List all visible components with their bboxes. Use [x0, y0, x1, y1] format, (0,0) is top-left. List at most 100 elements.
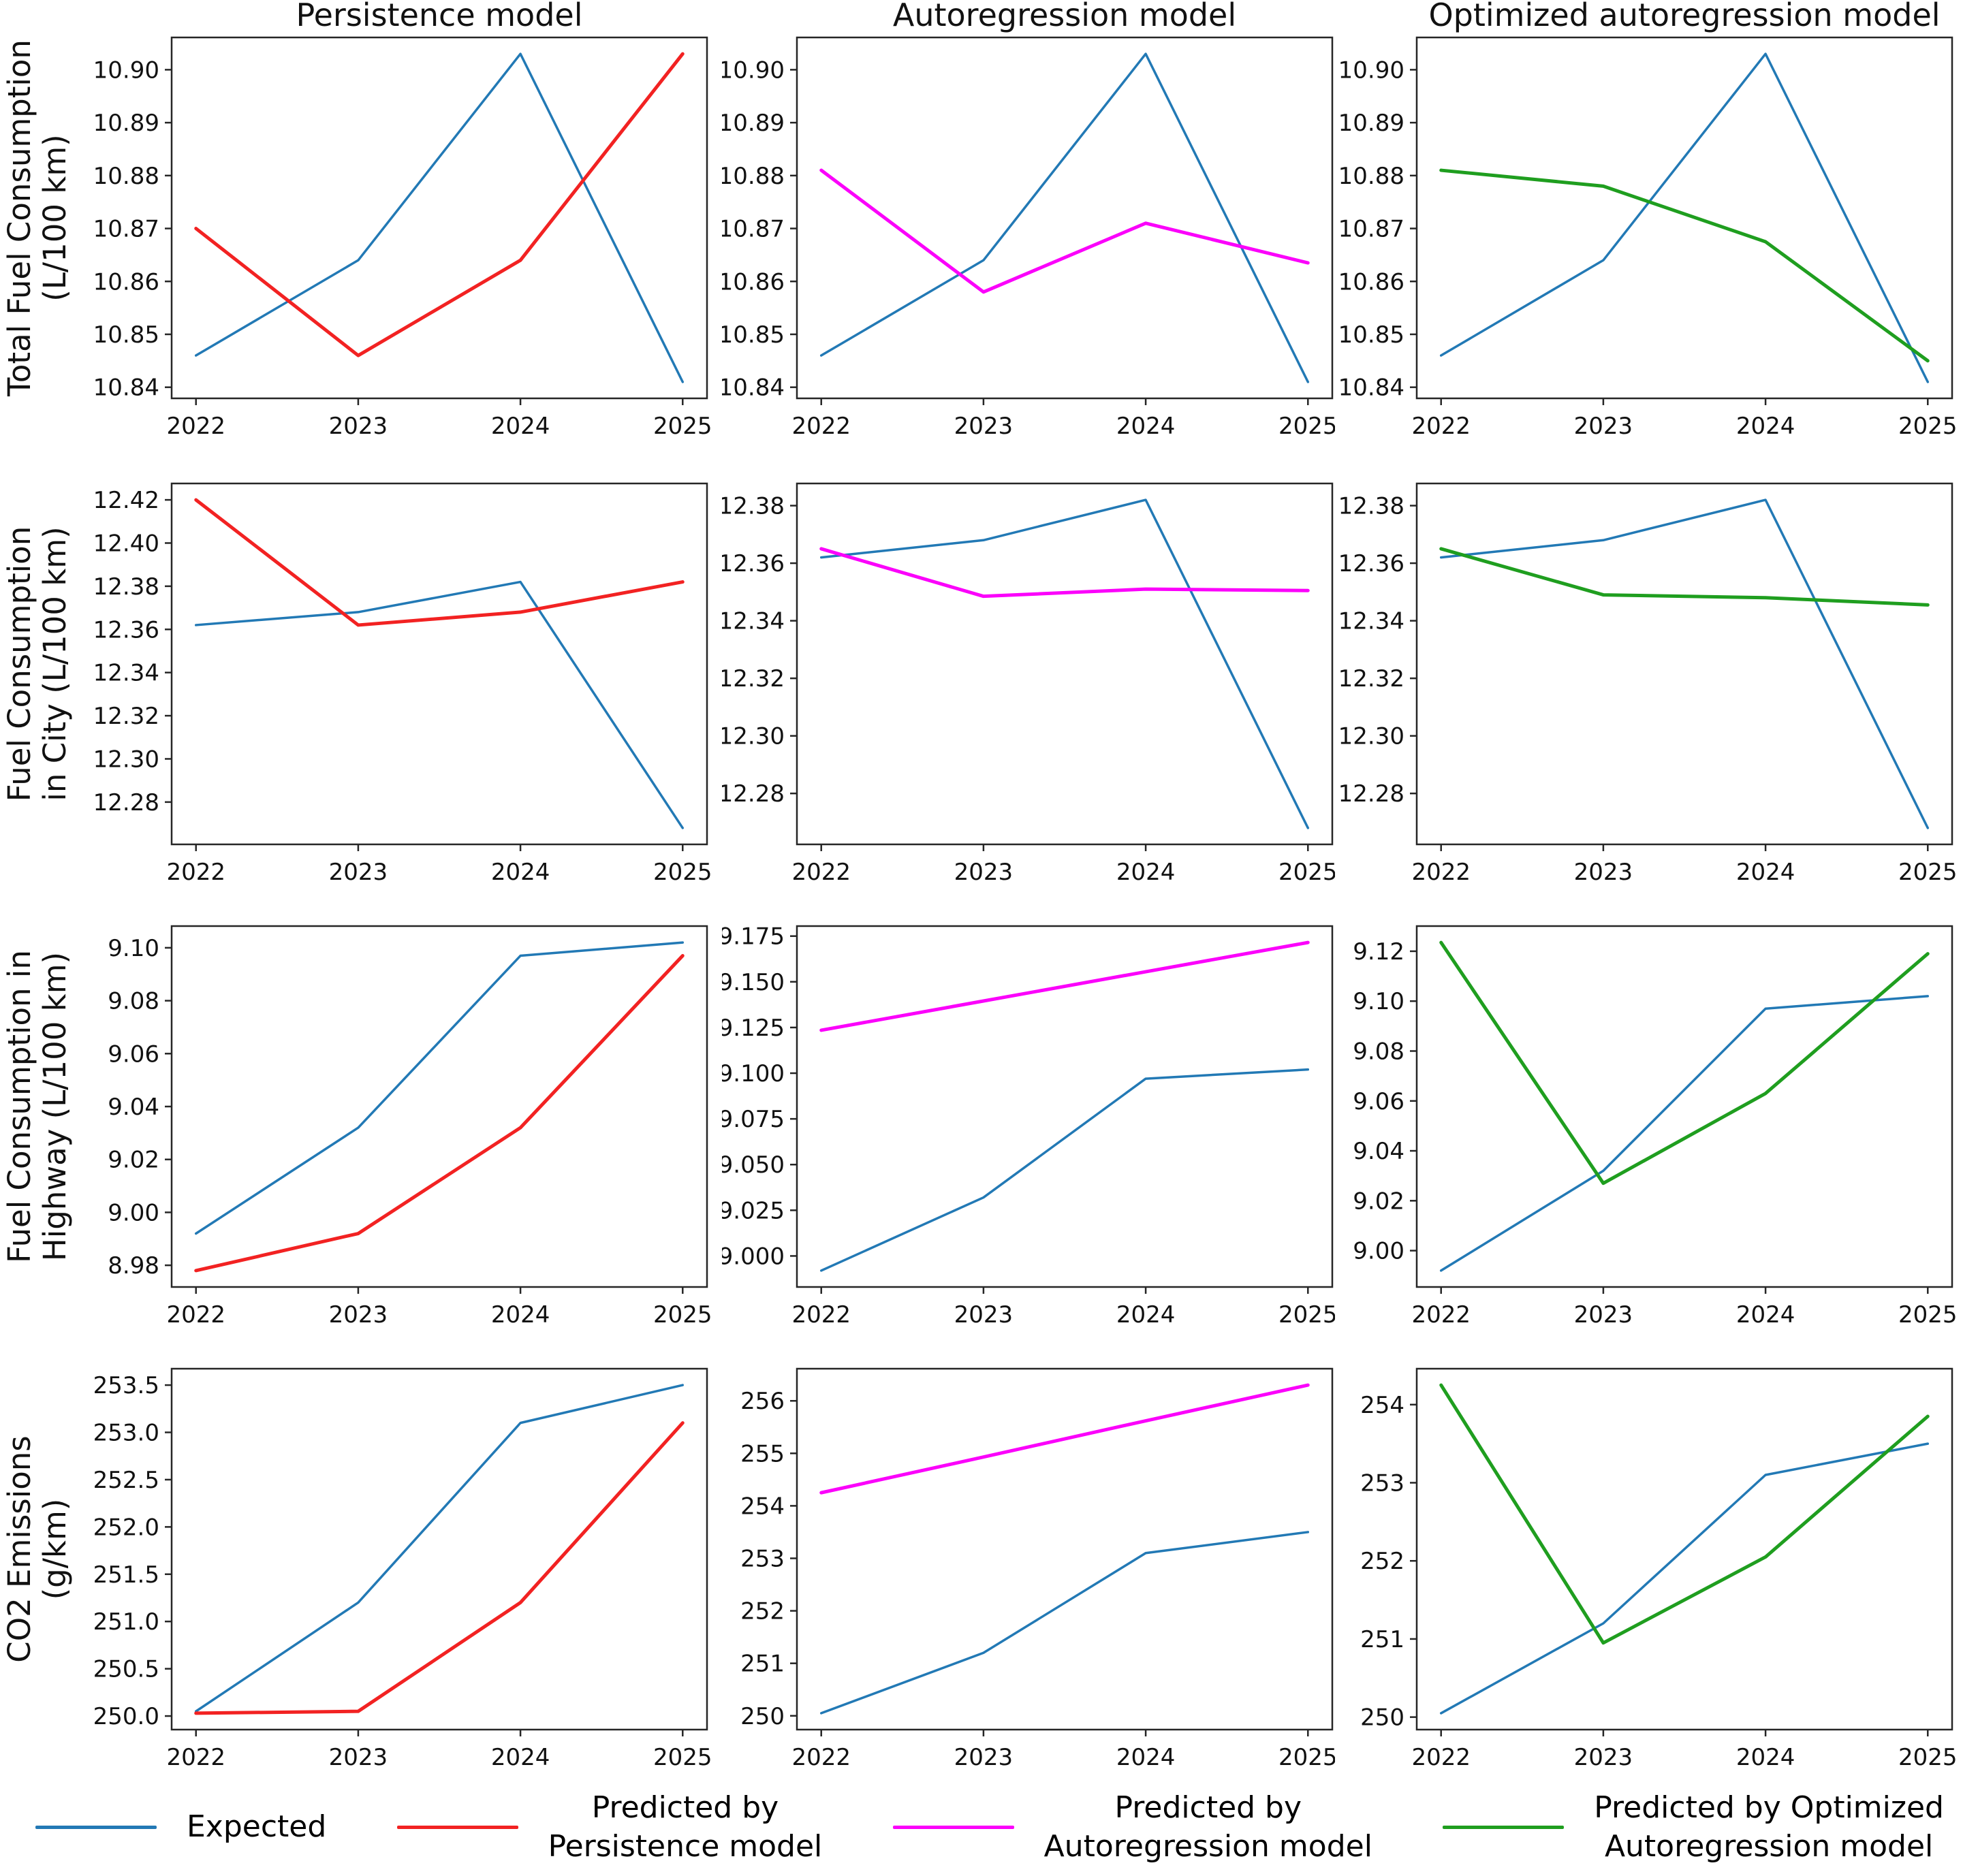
y-tick-label: 254: [1360, 1392, 1404, 1419]
y-tick-label: 10.86: [1338, 268, 1404, 296]
y-tick-label: 9.125: [722, 1015, 785, 1042]
plot-box: [1415, 36, 1953, 400]
legend-label-expected: Expected: [187, 1808, 326, 1846]
expected-series-line: [819, 52, 1310, 383]
x-tick-label: 2024: [1736, 1744, 1795, 1771]
expected-series-line: [194, 941, 685, 1235]
y-tick-label: 9.075: [722, 1106, 785, 1133]
expected-series-line: [819, 1068, 1310, 1272]
y-tick-label: 12.38: [722, 493, 785, 520]
y-tick-label: 10.90: [93, 57, 159, 84]
y-tick-label: 9.10: [108, 935, 159, 962]
y-tick-label: 10.85: [93, 321, 159, 349]
optimized-line-swatch: [1443, 1826, 1565, 1829]
chart-highway-fuel-autoregression: 9.000 9.025 9.050 9.075 9.100 9.125 9.150 9.175…: [722, 923, 1335, 1329]
plot-box: [796, 482, 1334, 846]
plot-box: [170, 925, 708, 1288]
y-tick-label: 9.150: [722, 969, 785, 996]
y-axis-label-line: Fuel Consumption: [1, 526, 37, 801]
plot-box: [170, 1367, 708, 1731]
x-tick-label: 2023: [329, 1744, 388, 1771]
y-tick-label: 9.00: [1353, 1238, 1404, 1265]
x-tick-label: 2025: [1278, 1301, 1335, 1329]
plot-box: [1415, 482, 1953, 846]
y-tick-label: 10.84: [1338, 375, 1404, 402]
y-tick-label: 252.0: [93, 1514, 159, 1541]
expected-series-line: [1439, 1442, 1930, 1715]
y-tick-label: 253: [1360, 1469, 1404, 1497]
legend-label-persistence: Predicted by Persistence model: [548, 1789, 823, 1866]
expected-series-line: [194, 580, 685, 829]
chart-title: Autoregression model: [893, 0, 1236, 33]
y-tick-label: 12.36: [93, 616, 159, 643]
expected-series-line: [819, 498, 1310, 829]
legend-item-expected: Expected: [35, 1808, 326, 1846]
plot-box: [1415, 925, 1953, 1288]
y-tick-label: 9.08: [1353, 1038, 1404, 1065]
y-tick-label: 9.06: [108, 1040, 159, 1068]
chart-highway-fuel-persistence: 8.98 9.00 9.02 9.04 9.06 9.08 9.10 2022 2023 2024…: [1, 925, 712, 1329]
x-tick-label: 2024: [1116, 859, 1176, 886]
y-axis-label-line: CO2 Emissions: [1, 1435, 37, 1662]
chart-title: Optimized autoregression model: [1428, 0, 1940, 33]
x-tick-label: 2025: [653, 859, 712, 886]
y-tick-label: 12.32: [1338, 665, 1404, 693]
y-tick-label: 12.32: [722, 665, 785, 693]
expected-series-line: [1439, 52, 1930, 383]
expected-series-line: [194, 52, 685, 383]
x-tick-label: 2025: [1898, 413, 1958, 440]
expected-line-swatch: [35, 1826, 157, 1829]
plot-box: [170, 36, 708, 400]
x-tick-label: 2024: [491, 1744, 550, 1771]
autoregression-series-line: [819, 168, 1310, 294]
x-tick-label: 2024: [1116, 413, 1176, 440]
x-tick-label: 2022: [166, 413, 225, 440]
x-tick-label: 2022: [791, 413, 851, 440]
y-tick-label: 10.88: [93, 163, 159, 190]
y-tick-label: 10.85: [1338, 321, 1404, 349]
y-axis-label-line: (L/100 km): [37, 134, 73, 301]
persistence-series-line: [194, 954, 685, 1273]
y-tick-label: 251.0: [93, 1608, 159, 1636]
y-tick-label: 251.5: [93, 1561, 159, 1589]
y-tick-label: 9.08: [108, 988, 159, 1015]
y-tick-label: 10.89: [722, 110, 785, 137]
legend-label-line: Predicted by: [591, 1790, 779, 1826]
x-tick-label: 2023: [1574, 413, 1633, 440]
y-tick-label: 12.34: [722, 608, 785, 635]
x-tick-label: 2025: [1898, 1744, 1958, 1771]
autoregression-series-line: [819, 940, 1310, 1032]
plot-box: [796, 36, 1334, 400]
x-tick-label: 2023: [329, 859, 388, 886]
expected-series-line: [1439, 498, 1930, 829]
x-tick-label: 2024: [1736, 859, 1795, 886]
x-tick-label: 2022: [791, 1744, 851, 1771]
y-tick-label: 10.87: [1338, 216, 1404, 243]
persistence-line-swatch: [396, 1826, 518, 1829]
x-tick-label: 2025: [1278, 413, 1335, 440]
y-tick-label: 12.36: [1338, 550, 1404, 577]
y-tick-label: 9.00: [108, 1199, 159, 1226]
expected-series-line: [194, 1384, 685, 1713]
legend-label-line: Predicted by Optimized: [1594, 1790, 1944, 1826]
chart-co2-persistence: 250.0 250.5 251.0 251.5 252.0 252.5 253.0 253.5…: [1, 1367, 712, 1771]
y-tick-label: 254: [740, 1493, 785, 1520]
y-axis-label-line: Total Fuel Consumption: [1, 39, 37, 397]
y-tick-label: 253.0: [93, 1420, 159, 1447]
legend-label-line: Persistence model: [548, 1828, 823, 1864]
y-tick-label: 12.34: [1338, 608, 1404, 635]
y-tick-label: 10.84: [722, 375, 785, 402]
x-tick-label: 2023: [954, 859, 1014, 886]
y-tick-label: 251: [740, 1651, 785, 1678]
x-tick-label: 2022: [166, 1744, 225, 1771]
y-tick-label: 252: [1360, 1548, 1404, 1575]
legend-label-line: Predicted by: [1114, 1790, 1302, 1826]
x-tick-label: 2023: [329, 1301, 388, 1329]
plot-box: [1415, 1367, 1953, 1731]
chart-total-fuel-optimized: 10.84 10.85 10.86 10.87 10.88 10.89 10.90 2022 2…: [1338, 0, 1958, 440]
y-tick-label: 250: [1360, 1704, 1404, 1732]
y-tick-label: 9.12: [1353, 938, 1404, 966]
x-tick-label: 2023: [954, 1744, 1014, 1771]
legend-item-persistence: Predicted by Persistence model: [396, 1789, 823, 1866]
legend-label-optimized: Predicted by Optimized Autoregression mo…: [1594, 1789, 1944, 1866]
